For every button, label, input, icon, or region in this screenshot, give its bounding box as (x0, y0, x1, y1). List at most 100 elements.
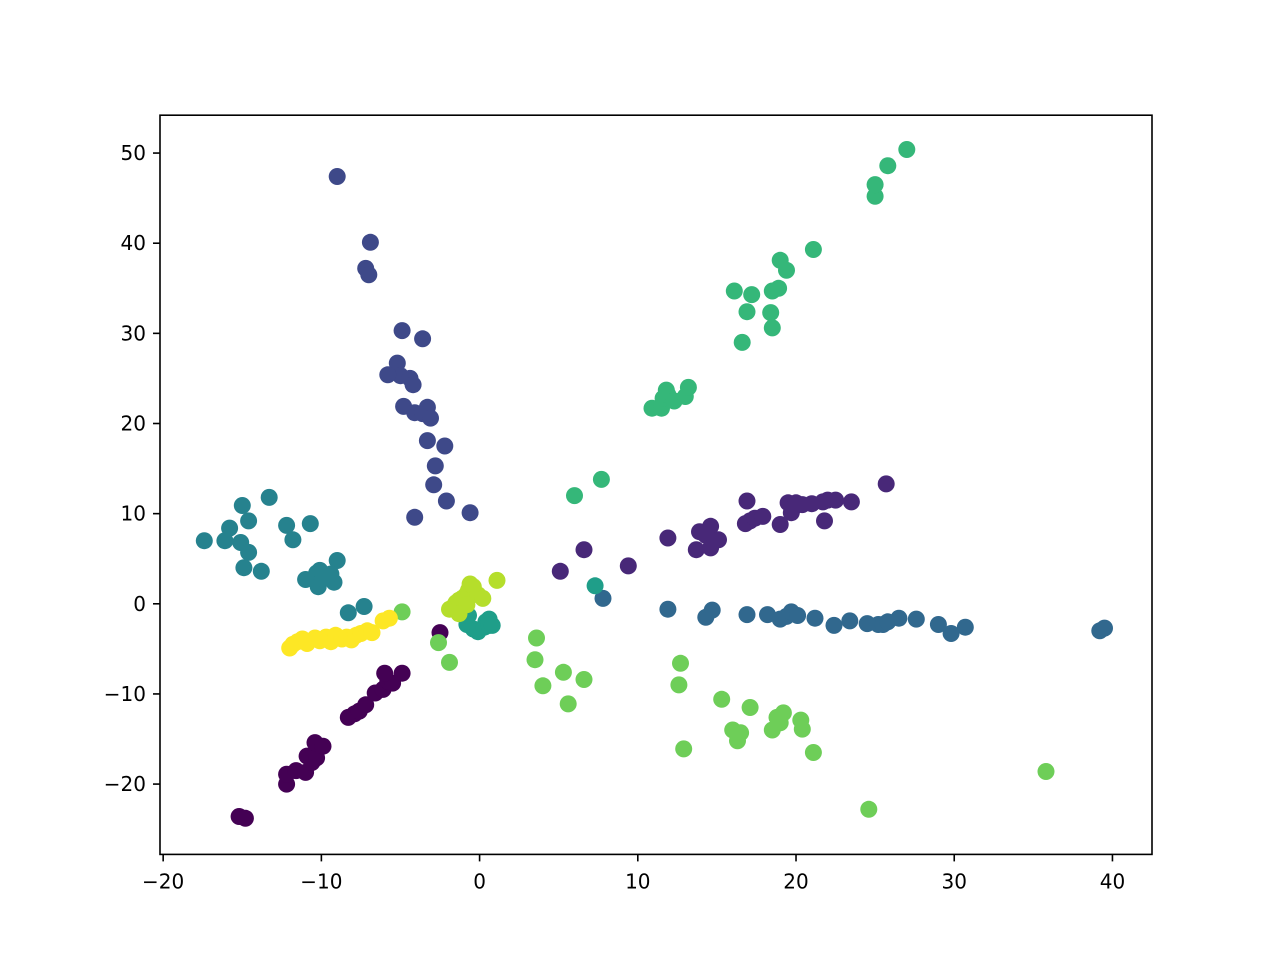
data-point (659, 529, 677, 547)
data-points (195, 141, 1113, 827)
data-point (559, 695, 577, 713)
y-tick-label: −20 (104, 772, 146, 796)
data-point (233, 497, 251, 514)
data-point (877, 475, 895, 493)
data-point (361, 233, 379, 251)
data-point (414, 330, 432, 348)
x-tick-label: 20 (783, 869, 808, 893)
data-point (741, 699, 759, 716)
data-point (488, 571, 506, 589)
data-point (436, 437, 454, 455)
data-point (713, 690, 731, 708)
data-point (301, 515, 319, 533)
x-tick-label: −10 (300, 869, 342, 893)
data-point (252, 562, 270, 580)
data-point (483, 616, 501, 634)
data-point (738, 492, 756, 510)
data-point (825, 616, 843, 634)
y-tick-label: 30 (121, 321, 146, 345)
data-point (789, 607, 807, 624)
y-tick-label: 40 (121, 231, 146, 255)
y-tick-label: 10 (121, 502, 146, 526)
data-point (528, 629, 545, 647)
data-point (422, 409, 439, 427)
data-point (355, 598, 373, 615)
data-point (1096, 619, 1113, 637)
data-point (393, 603, 411, 621)
data-point (404, 376, 422, 394)
data-point (816, 512, 833, 530)
data-point (430, 634, 447, 652)
data-point (526, 651, 544, 669)
data-point (393, 664, 411, 682)
data-point (240, 512, 258, 530)
data-point (956, 618, 974, 636)
x-tick-label: 40 (1100, 869, 1125, 893)
data-point (240, 543, 258, 561)
data-point (360, 266, 378, 284)
data-point (592, 470, 610, 488)
data-point (733, 333, 751, 351)
data-point (860, 800, 878, 818)
data-point (762, 304, 780, 322)
data-point (284, 531, 302, 549)
data-point (379, 366, 397, 384)
data-point (380, 609, 398, 627)
data-point (235, 559, 253, 577)
data-point (554, 663, 572, 681)
data-point (322, 565, 340, 583)
data-point (551, 562, 569, 580)
x-tick-label: 0 (473, 869, 486, 893)
data-point (907, 610, 925, 628)
data-point (929, 616, 947, 633)
data-point (474, 589, 492, 607)
data-point (675, 740, 693, 758)
data-point (866, 176, 884, 194)
data-point (702, 517, 720, 535)
y-axis: −20 −10 0 10 20 30 40 50 (104, 141, 160, 796)
y-tick-label: 0 (133, 592, 146, 616)
data-point (594, 589, 612, 607)
data-point (898, 141, 916, 158)
data-point (804, 744, 822, 761)
data-point (890, 609, 908, 627)
data-point (461, 504, 479, 522)
data-point (406, 508, 424, 526)
data-point (357, 696, 375, 714)
data-point (566, 487, 583, 505)
data-point (866, 187, 884, 205)
data-point (841, 612, 859, 630)
data-point (534, 677, 552, 695)
data-point (774, 704, 792, 722)
x-axis: −20 −10 0 10 20 30 40 (142, 854, 1125, 893)
data-point (778, 261, 795, 279)
data-point (619, 557, 637, 575)
data-point (703, 601, 721, 619)
data-point (363, 624, 381, 642)
data-point (339, 604, 357, 622)
data-point (738, 606, 756, 624)
y-tick-label: 50 (121, 141, 146, 165)
data-point (437, 492, 455, 510)
data-point (771, 516, 789, 533)
data-point (804, 241, 822, 258)
data-point (879, 157, 897, 175)
data-point (793, 720, 811, 738)
data-point (425, 476, 443, 494)
y-tick-label: 20 (121, 412, 146, 436)
data-point (659, 600, 677, 618)
data-point (738, 303, 756, 321)
data-point (376, 664, 394, 682)
data-point (732, 724, 750, 742)
data-point (942, 625, 960, 642)
data-point (743, 286, 761, 304)
data-point (314, 737, 332, 755)
data-point (827, 491, 845, 509)
data-point (260, 488, 278, 506)
data-point (687, 541, 705, 559)
data-point (770, 279, 788, 297)
x-tick-label: 30 (942, 869, 967, 893)
x-tick-label: 10 (625, 869, 650, 893)
